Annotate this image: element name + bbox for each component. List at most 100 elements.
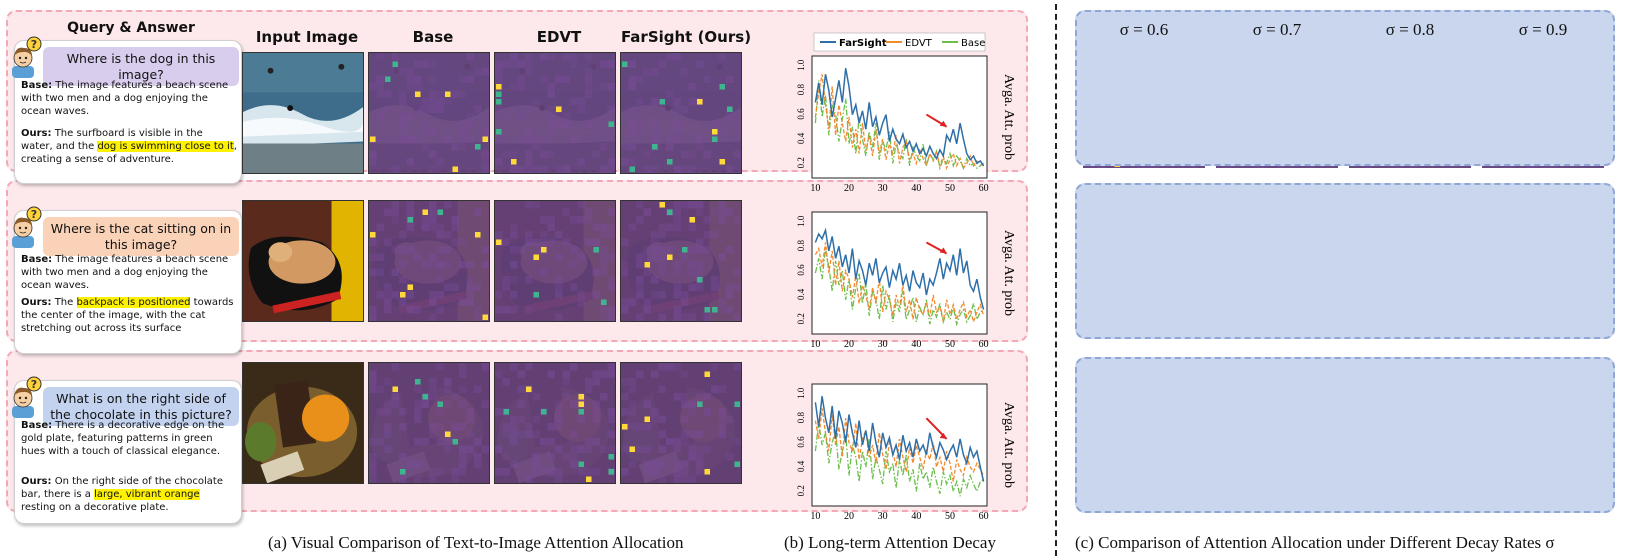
svg-text:?: ? bbox=[31, 378, 37, 391]
x-tick-label: 20 bbox=[844, 339, 854, 350]
header-edvt: EDVT bbox=[536, 28, 582, 46]
edvt-heatmap bbox=[494, 200, 616, 322]
farsight-heatmap bbox=[620, 52, 742, 174]
sigma-header-1: σ = 0.7 bbox=[1252, 20, 1302, 39]
caption-c: (c) Comparison of Attention Allocation u… bbox=[1075, 533, 1555, 552]
y-axis-label: Avga. Att. prob bbox=[1001, 230, 1016, 316]
red-arrow-icon bbox=[925, 113, 948, 128]
attention-decay-chart-2: 10 20 30 40 50 60 0.2 0.4 0.6 0.8 1.0 Avga. Att. pr… bbox=[796, 211, 1016, 350]
ours-answer-text: The bbox=[54, 297, 74, 308]
legend-label-base: Base bbox=[961, 38, 985, 49]
header-farsight: FarSight (Ours) bbox=[620, 28, 752, 46]
series-line-farsight bbox=[814, 68, 985, 167]
series-line-farsight bbox=[814, 227, 985, 310]
ours-answer-label: Ours: bbox=[21, 297, 52, 308]
legend-label-farsight: FarSight bbox=[839, 38, 887, 49]
y-tick-label: 0.2 bbox=[796, 485, 806, 496]
x-tick-label: 50 bbox=[945, 339, 955, 350]
base-answer: Base: There is a decorative edge on the … bbox=[21, 419, 237, 459]
ours-answer: Ours: The backpack is positioned towards… bbox=[21, 296, 237, 336]
y-tick-label: 0.2 bbox=[796, 313, 806, 324]
ours-answer: Ours: The surfboard is visible in the wa… bbox=[21, 127, 237, 167]
panel-c-row-2 bbox=[1075, 183, 1615, 339]
farsight-heatmap bbox=[620, 362, 742, 484]
x-tick-label: 50 bbox=[945, 511, 955, 522]
base-answer: Base: The image features a beach scene w… bbox=[21, 253, 237, 293]
series-line-edvt bbox=[814, 242, 985, 325]
svg-text:?: ? bbox=[31, 208, 37, 221]
panel-c-row-3 bbox=[1075, 357, 1615, 513]
y-tick-label: 0.6 bbox=[796, 108, 806, 120]
x-tick-label: 60 bbox=[979, 511, 989, 522]
panel-c-row-1 bbox=[1075, 10, 1615, 166]
y-axis-label: Avga. Att. prob bbox=[1001, 402, 1016, 488]
x-tick-label: 10 bbox=[810, 183, 820, 194]
base-heatmap bbox=[368, 362, 490, 484]
x-tick-label: 40 bbox=[911, 339, 921, 350]
x-tick-label: 50 bbox=[945, 183, 955, 194]
y-tick-label: 1.0 bbox=[796, 387, 806, 399]
plot-frame bbox=[811, 211, 988, 335]
y-tick-label: 1.0 bbox=[796, 215, 806, 227]
base-answer-label: Base: bbox=[21, 420, 53, 431]
qa-card-3: What is on the right side of the chocola… bbox=[14, 380, 242, 524]
ours-answer-text-end: resting on a decorative plate. bbox=[21, 502, 169, 514]
base-answer: Base: The image features a beach scene w… bbox=[21, 79, 237, 119]
ours-answer: Ours: On the right side of the chocolate… bbox=[21, 475, 237, 515]
question-bubble: What is on the right side of the chocola… bbox=[43, 387, 239, 427]
user-avatar-icon: ? bbox=[12, 206, 42, 248]
series-line-base bbox=[814, 248, 984, 327]
ours-answer-highlight: backpack is positioned bbox=[76, 297, 191, 308]
y-tick-label: 0.4 bbox=[796, 288, 806, 300]
ours-answer-label: Ours: bbox=[21, 128, 52, 139]
base-heatmap bbox=[368, 200, 490, 322]
header-base: Base bbox=[412, 28, 454, 46]
x-tick-label: 10 bbox=[810, 511, 820, 522]
caption-b: (b) Long-term Attention Decay bbox=[784, 533, 996, 552]
x-tick-label: 30 bbox=[878, 183, 888, 194]
qa-card-2: Where is the cat sitting on in this imag… bbox=[14, 210, 242, 354]
x-tick-label: 40 bbox=[911, 511, 921, 522]
header-input-image: Input Image bbox=[255, 28, 359, 46]
x-tick-label: 60 bbox=[979, 339, 989, 350]
y-tick-label: 0.4 bbox=[796, 460, 806, 472]
red-arrow-icon bbox=[925, 241, 948, 255]
header-query-answer: Query & Answer bbox=[67, 20, 195, 36]
y-tick-label: 1.0 bbox=[796, 59, 806, 71]
y-tick-label: 0.6 bbox=[796, 264, 806, 276]
x-tick-label: 40 bbox=[911, 183, 921, 194]
sigma-header-0: σ = 0.6 bbox=[1119, 20, 1169, 39]
legend-label-edvt: EDVT bbox=[905, 38, 933, 49]
series-line-edvt bbox=[814, 408, 985, 482]
base-heatmap bbox=[368, 52, 490, 174]
x-tick-label: 60 bbox=[979, 183, 989, 194]
panel-divider bbox=[1055, 4, 1057, 556]
x-tick-label: 10 bbox=[810, 339, 820, 350]
series-line-edvt bbox=[814, 74, 984, 171]
user-avatar-icon: ? bbox=[12, 36, 42, 78]
series-line-farsight bbox=[814, 396, 985, 482]
question-bubble: Where is the dog in this image? bbox=[43, 47, 239, 87]
input-image bbox=[242, 52, 364, 174]
base-answer-text: The image features a beach scene with tw… bbox=[21, 80, 229, 118]
y-axis-label: Avga. Att. prob bbox=[1001, 74, 1016, 160]
series-line-base bbox=[814, 80, 984, 171]
y-tick-label: 0.8 bbox=[796, 239, 806, 251]
base-answer-label: Base: bbox=[21, 80, 53, 91]
attention-decay-chart-3: 10 20 30 40 50 60 0.2 0.4 0.6 0.8 1.0 Avga. Att. pr… bbox=[796, 383, 1016, 522]
ours-answer-highlight: large, vibrant orange bbox=[94, 489, 200, 501]
ours-answer-highlight: dog is swimming close to it bbox=[97, 141, 234, 153]
edvt-heatmap bbox=[494, 362, 616, 484]
svg-text:?: ? bbox=[31, 38, 37, 51]
base-answer-text: There is a decorative edge on the gold p… bbox=[21, 420, 225, 458]
input-image bbox=[242, 200, 364, 322]
base-answer-text: The image features a beach scene with tw… bbox=[21, 254, 229, 292]
x-tick-label: 20 bbox=[844, 511, 854, 522]
qa-card-1: Where is the dog in this image? Base: The… bbox=[14, 40, 242, 184]
ours-answer-text-end: , creating a sense of adventure. bbox=[21, 141, 237, 166]
farsight-heatmap bbox=[620, 200, 742, 322]
user-avatar-icon: ? bbox=[12, 376, 42, 418]
y-tick-label: 0.4 bbox=[796, 132, 806, 144]
y-tick-label: 0.6 bbox=[796, 436, 806, 448]
red-arrow-icon bbox=[925, 417, 948, 440]
